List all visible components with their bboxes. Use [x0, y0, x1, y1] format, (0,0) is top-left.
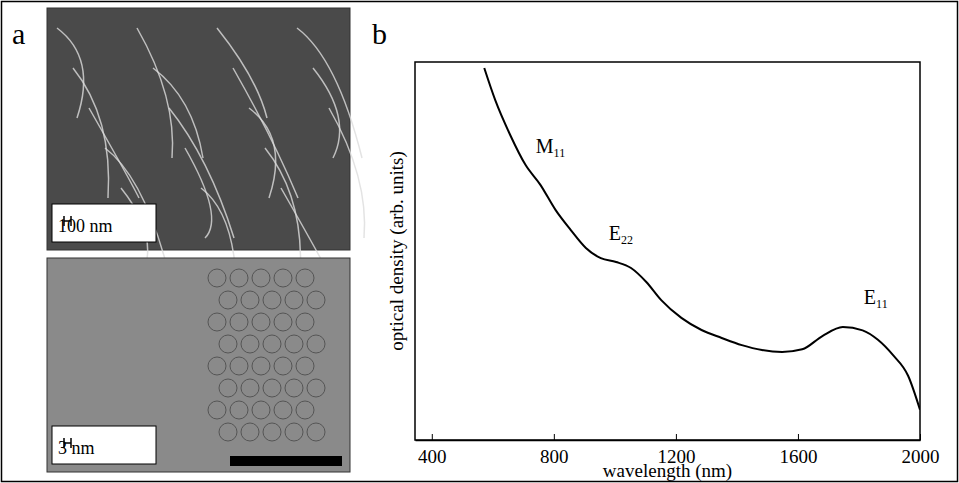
peak-label-subscript: 22: [621, 233, 633, 247]
x-tick-mark: [920, 434, 921, 440]
texture: [230, 401, 248, 419]
texture: [219, 291, 237, 309]
texture: [296, 401, 314, 419]
spectrum-line: [484, 68, 920, 410]
texture: [252, 269, 270, 287]
scale-bar-label: 100 nm: [58, 216, 113, 236]
panel-letter: b: [372, 17, 387, 50]
scale-bar-box: [52, 426, 156, 464]
texture: [263, 423, 281, 441]
texture: [252, 401, 270, 419]
plot-frame: [415, 62, 920, 440]
texture: [307, 379, 325, 397]
peak-label: M11: [536, 135, 565, 160]
texture: [274, 313, 292, 331]
y-axis-title: optical density (arb. units): [386, 151, 408, 350]
x-tick-label: 1600: [779, 446, 817, 467]
texture: [208, 269, 226, 287]
texture: [307, 335, 325, 353]
texture: [263, 335, 281, 353]
peak-label: E11: [864, 286, 888, 311]
micrograph: 3 nm: [47, 258, 350, 472]
texture: [208, 401, 226, 419]
peak-label-subscript: 11: [554, 146, 566, 160]
texture: [233, 68, 298, 198]
texture: [285, 291, 303, 309]
texture: [285, 335, 303, 353]
texture: [208, 313, 226, 331]
texture: [274, 357, 292, 375]
texture: [241, 291, 259, 309]
panel-letter: a: [12, 17, 25, 50]
x-tick-label: 800: [540, 446, 569, 467]
x-tick: 1600: [779, 434, 817, 467]
texture: [296, 313, 314, 331]
texture: [285, 379, 303, 397]
texture: [241, 335, 259, 353]
texture: [297, 28, 362, 158]
texture: [208, 357, 226, 375]
x-tick-mark: [676, 434, 677, 440]
x-axis-line: [416, 440, 921, 442]
peak-label: E22: [609, 222, 633, 247]
figure: a100 nm3 nmb400800120016002000wavelength…: [0, 0, 959, 483]
plot-area: [484, 68, 920, 410]
x-tick-mark: [554, 434, 555, 440]
texture: [230, 357, 248, 375]
texture: [274, 269, 292, 287]
texture: [137, 28, 173, 158]
texture: [89, 108, 139, 198]
texture: [263, 379, 281, 397]
scale-bar-label: 3 nm: [58, 438, 95, 458]
peak-label-main: E: [609, 222, 621, 244]
texture: [230, 269, 248, 287]
texture: [241, 379, 259, 397]
x-tick-mark: [432, 434, 433, 440]
x-tick: 2000: [902, 434, 940, 467]
texture: [230, 313, 248, 331]
texture: [296, 269, 314, 287]
image-placeholder: [47, 258, 350, 472]
texture: [219, 379, 237, 397]
x-tick-label: 400: [418, 446, 447, 467]
image-placeholder: [47, 8, 350, 250]
texture: [307, 291, 325, 309]
texture: [285, 423, 303, 441]
peak-label-main: E: [864, 286, 876, 308]
texture: [307, 423, 325, 441]
texture: [153, 68, 203, 158]
texture: [249, 108, 276, 198]
instrument-bar: [230, 456, 342, 466]
peak-label-subscript: 11: [876, 297, 888, 311]
x-tick-label: 2000: [902, 446, 940, 467]
texture: [219, 335, 237, 353]
texture: [274, 401, 292, 419]
texture: [57, 28, 84, 118]
texture: [329, 108, 365, 238]
x-axis-title: wavelength (nm): [603, 460, 732, 482]
figure-border: [2, 2, 958, 482]
scale-bar-box: [52, 204, 156, 242]
texture: [252, 313, 270, 331]
texture: [252, 357, 270, 375]
texture: [217, 28, 267, 118]
x-tick: 800: [540, 434, 569, 467]
scale-bar: 3 nm: [52, 426, 156, 464]
x-tick-mark: [798, 434, 799, 440]
texture: [263, 291, 281, 309]
x-tick: 400: [418, 434, 447, 467]
texture: [313, 68, 340, 158]
texture: [296, 357, 314, 375]
texture: [219, 423, 237, 441]
scale-bar: 100 nm: [52, 204, 156, 242]
texture: [241, 423, 259, 441]
peak-label-main: M: [536, 135, 554, 157]
